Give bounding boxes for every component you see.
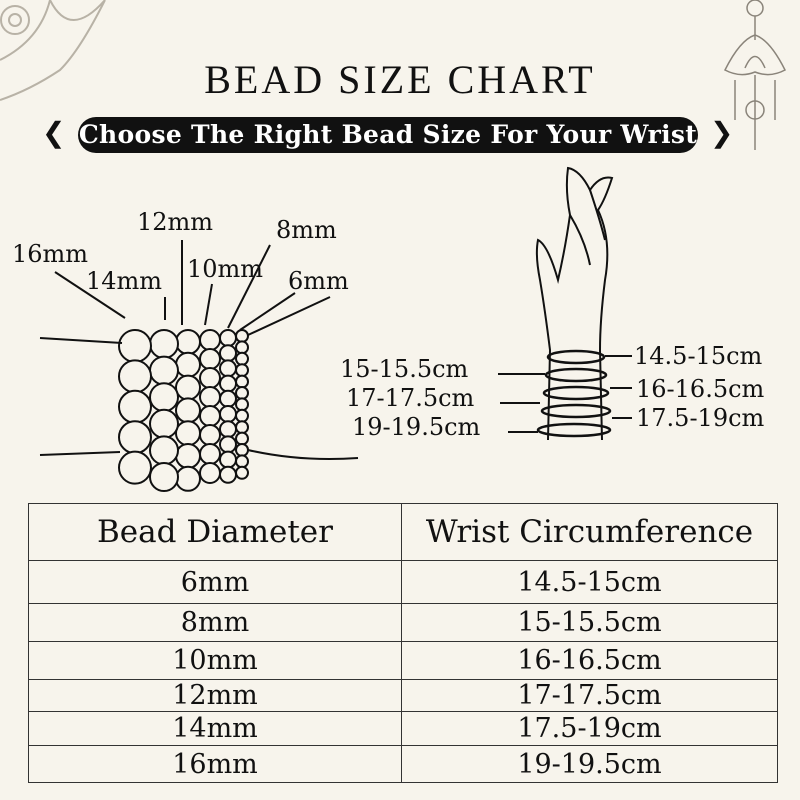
table-row: 12mm 17-17.5cm [28,679,778,712]
bead [199,329,221,351]
bead-cell: 12mm [28,679,402,712]
bead [235,465,249,480]
wrist-label-left-3: 19-19.5cm [352,413,481,441]
bead-label-8mm: 8mm [276,216,337,244]
wrist-cell: 19-19.5cm [401,745,778,783]
bead [235,397,249,412]
bead [235,374,249,389]
bead-cell: 6mm [28,560,402,604]
wrist-label-right-1: 14.5-15cm [634,342,763,370]
bead [235,420,249,435]
bead-cell: 14mm [28,711,402,746]
wrist-label-right-2: 16-16.5cm [636,375,765,403]
wrist-label-left-1: 15-15.5cm [340,355,469,383]
bead [235,431,249,446]
bead [235,329,249,343]
bead [149,355,179,386]
bead [118,450,152,485]
bead [219,420,237,439]
lotus-ornament-top-left [0,0,106,101]
bead [235,408,249,423]
bead [199,367,221,389]
bead [149,382,179,413]
bead-label-10mm: 10mm [187,255,264,283]
bead [118,329,152,363]
bead-bracelets-illustration [118,329,249,492]
bead [235,340,249,355]
wrist-cell: 15-15.5cm [401,603,778,642]
bead [219,329,237,347]
subtitle-banner: Choose The Right Bead Size For Your Wris… [78,117,698,153]
lotus-ornament-top-right [724,0,786,150]
bead [219,450,237,469]
table-header-row: Bead Diameter Wrist Circumference [28,503,778,561]
wrist-label-right-3: 17.5-19cm [636,404,765,432]
bead [199,462,221,484]
page-title: BEAD SIZE CHART [204,57,596,102]
table-row: 8mm 15-15.5cm [28,603,778,642]
wrist-cell: 17.5-19cm [401,711,778,746]
bead-label-12mm: 12mm [137,208,214,236]
bead [118,359,152,394]
bead [149,462,179,492]
table-row: 16mm 19-19.5cm [28,745,778,783]
bead [219,389,237,408]
bead [175,420,201,447]
bead [118,389,152,424]
bead [175,465,201,492]
scroll-ornament-right-icon: ❯ [710,116,734,149]
bead [219,465,237,484]
hand-illustration [535,166,614,441]
bead [235,386,249,400]
bead [235,443,249,457]
bead [199,424,221,446]
bead [175,443,201,469]
wrist-bracelets [536,349,612,438]
table-row: 10mm 16-16.5cm [28,641,778,680]
bead-label-14mm: 14mm [86,267,163,295]
header-wrist-circumference: Wrist Circumference [401,503,778,561]
bead-cell: 16mm [28,745,402,783]
table-row: 14mm 17.5-19cm [28,711,778,746]
wrist-cell: 16-16.5cm [401,641,778,680]
wrist-pointer-lines [498,355,632,433]
bead [149,329,179,359]
bead [219,374,237,393]
bead [149,408,179,439]
bead [219,405,237,423]
bead [235,454,249,469]
bead [199,386,221,408]
bead [219,435,237,454]
bead-pointer-lines [39,240,359,460]
bead [199,348,221,370]
bead [199,443,221,465]
bead [175,329,201,355]
bead-label-16mm: 16mm [12,240,89,268]
bead-label-6mm: 6mm [288,267,349,295]
wrist-label-left-2: 17-17.5cm [346,384,475,412]
bead [219,344,237,363]
table-row: 6mm 14.5-15cm [28,560,778,604]
bead-cell: 10mm [28,641,402,680]
bead [118,420,152,455]
size-table: Bead Diameter Wrist Circumference 6mm 14.… [28,503,778,783]
bead [219,359,237,378]
bead [175,397,201,424]
scroll-ornament-left-icon: ❮ [42,116,66,149]
wrist-cell: 17-17.5cm [401,679,778,712]
bead [175,374,201,401]
bead [235,363,249,378]
bead [235,351,249,366]
bead [175,351,201,378]
bead [199,405,221,427]
bead [149,435,179,466]
header-bead-diameter: Bead Diameter [28,503,402,561]
bead-cell: 8mm [28,603,402,642]
wrist-cell: 14.5-15cm [401,560,778,604]
